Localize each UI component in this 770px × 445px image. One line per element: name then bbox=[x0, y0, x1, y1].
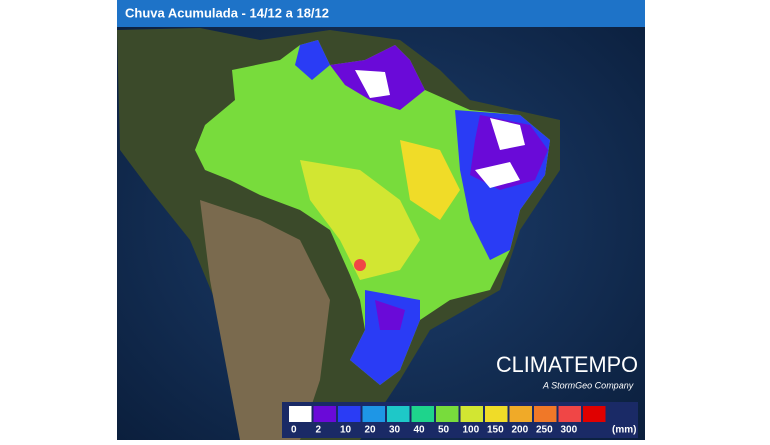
legend-label: 0 bbox=[291, 425, 297, 436]
rain-area bbox=[400, 140, 460, 220]
rain-area bbox=[355, 70, 390, 98]
legend-swatch bbox=[485, 406, 508, 422]
legend-swatch bbox=[387, 406, 410, 422]
title: Chuva Acumulada - 14/12 a 18/12 bbox=[125, 5, 329, 20]
brand-tagline: A StormGeo Company bbox=[542, 380, 634, 390]
legend-label: 150 bbox=[487, 425, 504, 436]
legend-label: 30 bbox=[389, 425, 401, 436]
legend-swatch bbox=[411, 406, 434, 422]
legend-label: 50 bbox=[438, 425, 450, 436]
legend-label: 20 bbox=[365, 425, 377, 436]
legend-label: 2 bbox=[316, 425, 322, 436]
legend-swatch bbox=[509, 406, 532, 422]
rain-area bbox=[300, 160, 420, 280]
land-andes bbox=[200, 200, 330, 440]
legend-label: 300 bbox=[561, 425, 578, 436]
legend-swatch bbox=[558, 406, 581, 422]
legend-swatch bbox=[338, 406, 361, 422]
legend-swatch bbox=[534, 406, 557, 422]
legend-swatch bbox=[362, 406, 385, 422]
legend-label: 10 bbox=[340, 425, 352, 436]
legend-swatch bbox=[583, 406, 606, 422]
brand-name: CLIMATEMPO bbox=[496, 352, 638, 377]
rain-area bbox=[475, 118, 525, 188]
legend-unit: (mm) bbox=[612, 425, 636, 436]
legend-label: 40 bbox=[414, 425, 426, 436]
legend-swatch bbox=[289, 406, 312, 422]
legend-label: 200 bbox=[512, 425, 529, 436]
legend: 0 2 10 20 30 40 50 100 150 200 250 300 (mm) bbox=[289, 406, 636, 436]
legend-label: 100 bbox=[463, 425, 480, 436]
legend-swatch bbox=[436, 406, 459, 422]
rain-area bbox=[295, 40, 330, 80]
legend-swatch bbox=[313, 406, 336, 422]
title-bar bbox=[117, 0, 645, 27]
rain-area bbox=[375, 300, 405, 330]
rain-area bbox=[354, 259, 366, 271]
legend-label: 250 bbox=[536, 425, 553, 436]
legend-swatch bbox=[460, 406, 483, 422]
